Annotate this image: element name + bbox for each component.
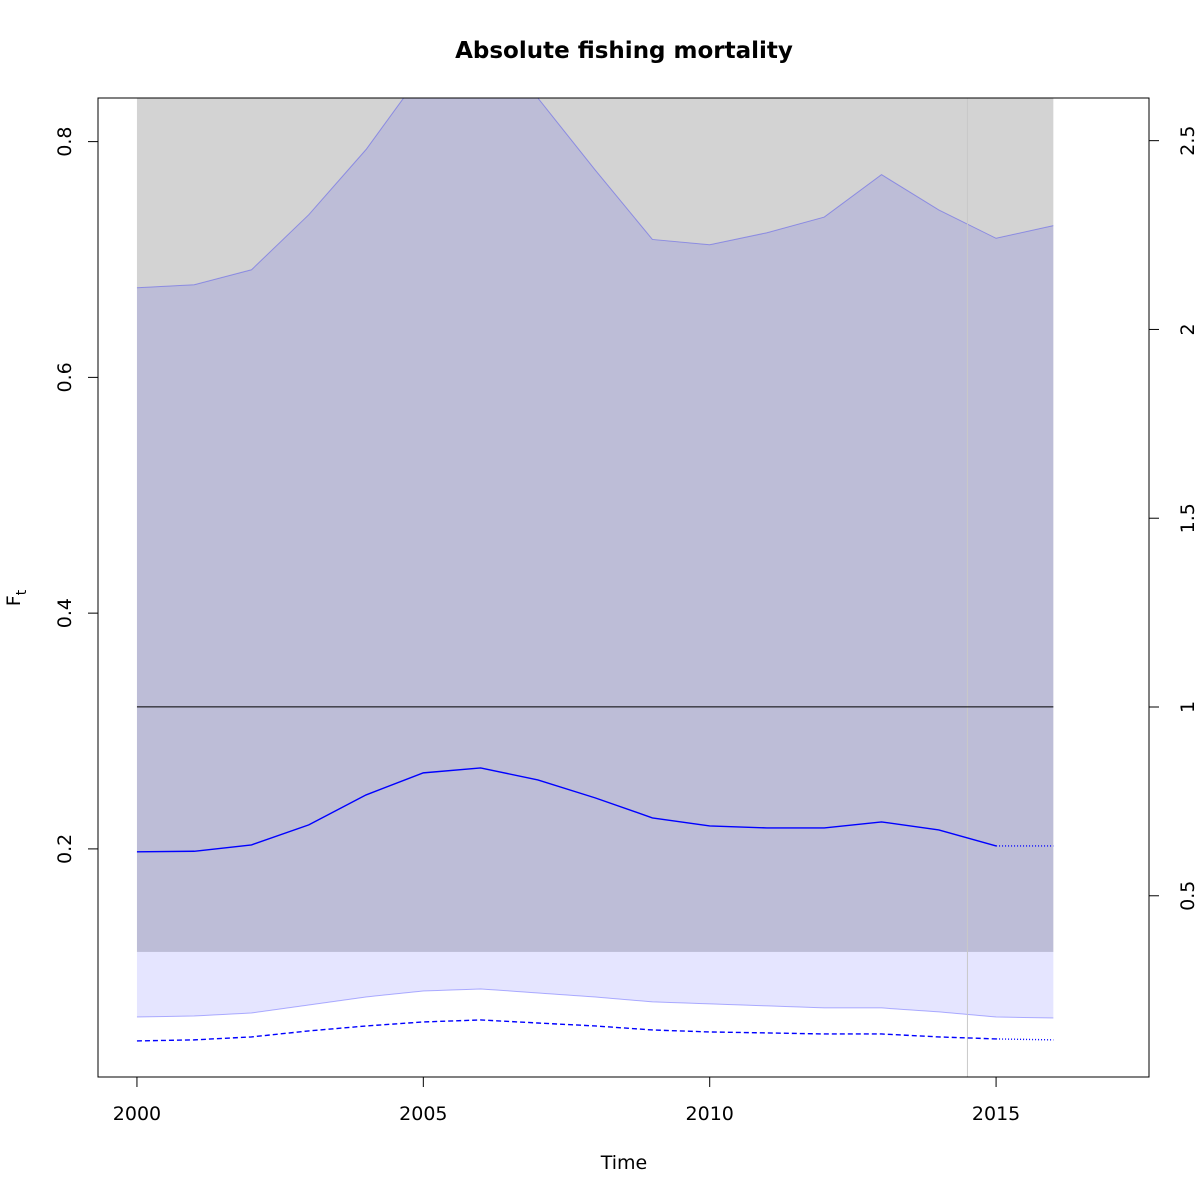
- chart-title: Absolute fishing mortality: [455, 38, 793, 64]
- y-tick-label: 0.2: [54, 834, 76, 864]
- y2-tick-label: 1.5: [1177, 503, 1199, 533]
- band-edge: [136, 98, 1054, 289]
- band-edge: [136, 988, 1054, 1019]
- y-axis-label-main: F: [3, 595, 25, 606]
- confidence-band: [136, 98, 1054, 1018]
- y-axis-label-sub: t: [14, 589, 30, 595]
- plot-area: [136, 98, 1054, 1077]
- reference-region: [136, 98, 1054, 952]
- y-tick-label: 0.8: [54, 127, 76, 157]
- axes: 2000 2005 2010 2015 0.2 0.4 0.6 0.8 0.5 1 1.5 2 2.5: [54, 126, 1199, 1125]
- series-line: [136, 1019, 997, 1042]
- series-line: [136, 767, 997, 853]
- x-axis-label: Time: [600, 1152, 648, 1174]
- series-line: [996, 1038, 1054, 1041]
- y2-tick-label: 2.5: [1177, 126, 1199, 156]
- x-tick-label: 2010: [686, 1103, 734, 1125]
- y-tick-label: 0.6: [54, 362, 76, 392]
- y2-tick-label: 0.5: [1177, 881, 1199, 911]
- x-tick-label: 2005: [399, 1103, 447, 1125]
- y-tick-label: 0.4: [54, 598, 76, 628]
- x-tick-label: 2000: [113, 1103, 161, 1125]
- x-tick-label: 2015: [972, 1103, 1020, 1125]
- y2-tick-label: 1: [1177, 701, 1199, 713]
- y2-tick-label: 2: [1177, 323, 1199, 335]
- y-axis-label: Ft: [3, 589, 30, 606]
